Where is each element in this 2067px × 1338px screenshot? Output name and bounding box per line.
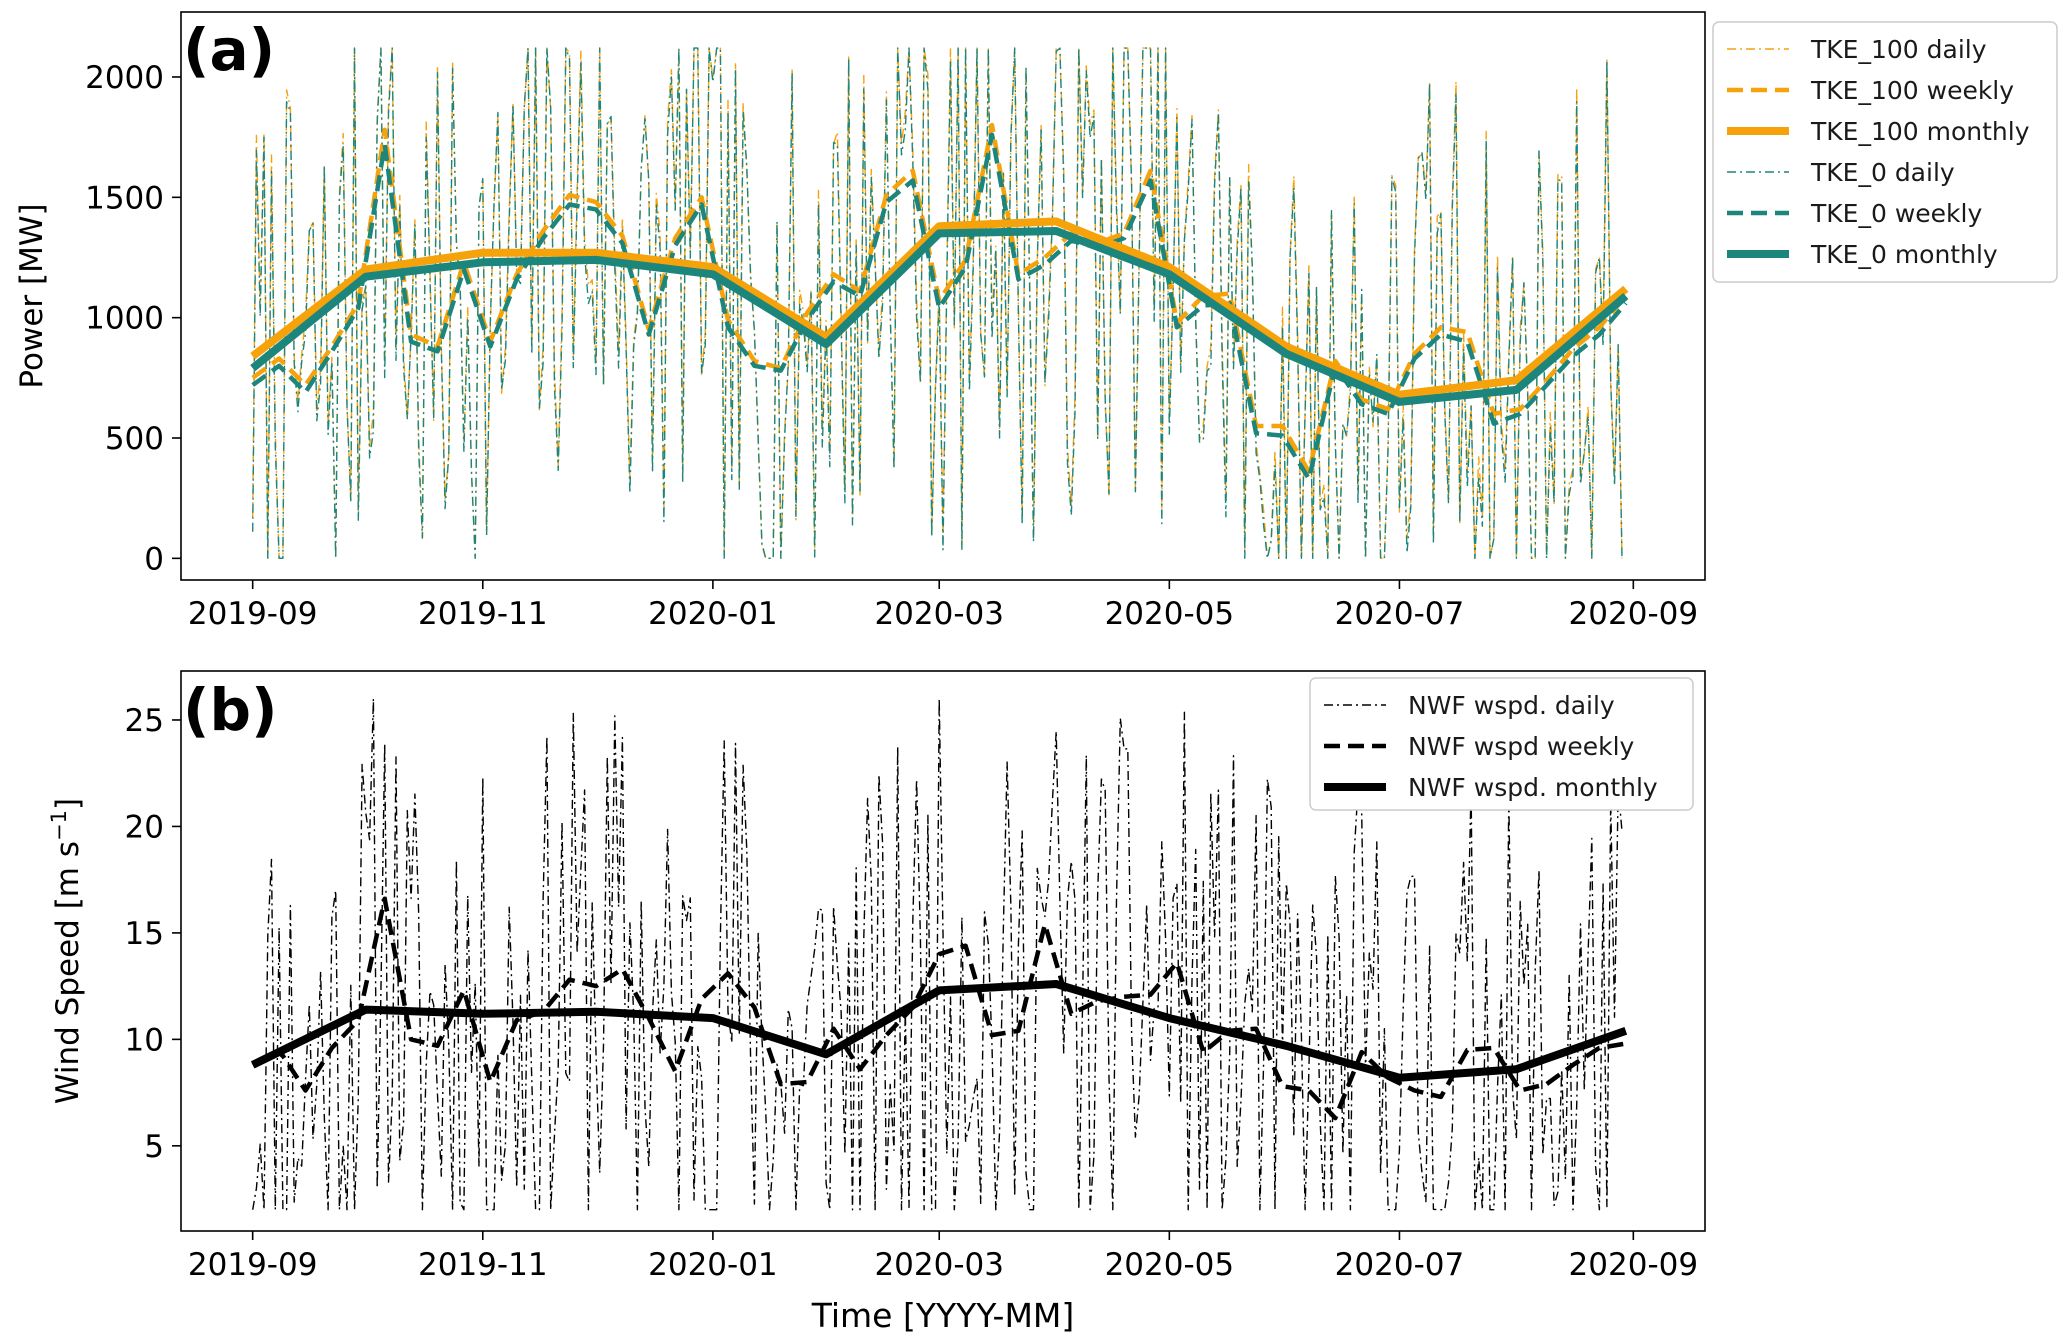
legend-label: TKE_0 monthly: [1810, 240, 1998, 269]
panel-a-power-chart: 2019-09 2019-11 2020-01 2020-03 2020-05 2020-…: [14, 11, 2058, 632]
y-axis-label-superscript: −1: [47, 810, 71, 841]
y-axis-label: Power [MW]: [14, 203, 50, 388]
legend-box: [1712, 21, 2058, 283]
panel-b-wind-speed-chart: 2019-09 2019-11 2020-01 2020-03 2020-05 2020-…: [47, 670, 1706, 1335]
y-tick-label: 0: [144, 541, 164, 577]
legend: TKE_100 daily TKE_100 weekly TKE_100 month…: [1712, 21, 2058, 283]
legend-label: TKE_100 monthly: [1810, 117, 2030, 146]
x-tick-label: 2020-09: [1569, 596, 1699, 632]
y-tick-label: 25: [125, 703, 164, 739]
x-tick-label: 2019-11: [418, 1247, 548, 1283]
x-tick-label: 2019-09: [188, 596, 318, 632]
y-tick-label: 1000: [85, 301, 164, 337]
series-tke-100-monthly: [250, 217, 1629, 399]
x-tick-label: 2020-07: [1335, 596, 1465, 632]
y-axis-label: Wind Speed [m s−1]: [47, 798, 86, 1104]
panel-label: (b): [183, 676, 278, 744]
x-tick-label: 2019-09: [188, 1247, 318, 1283]
y-tick-label: 1500: [85, 180, 164, 216]
legend-label: NWF wspd. monthly: [1408, 773, 1658, 802]
x-tick-label: 2020-09: [1569, 1247, 1699, 1283]
y-tick-label: 500: [105, 421, 164, 457]
legend-box: [1309, 677, 1694, 811]
x-tick-label: 2020-01: [648, 596, 778, 632]
legend-label: NWF wspd. daily: [1408, 691, 1615, 720]
x-tick-label: 2020-03: [874, 1247, 1004, 1283]
x-tick-label: 2020-05: [1105, 596, 1235, 632]
y-tick-label: 15: [125, 916, 164, 952]
series-tke-0-monthly: [250, 227, 1629, 406]
series-tke-0-daily: [252, 47, 1623, 559]
legend: NWF wspd. daily NWF wspd weekly NWF wspd. …: [1309, 677, 1694, 811]
y-axis-label-end: ]: [50, 798, 86, 810]
series-group: [250, 698, 1628, 1211]
x-tick-label: 2019-11: [418, 596, 548, 632]
x-axis-label: Time [YYYY-MM]: [811, 1296, 1075, 1335]
series-nwf-wspd-monthly: [250, 980, 1628, 1082]
y-tick-label: 2000: [85, 60, 164, 96]
y-tick-label: 10: [125, 1022, 164, 1058]
x-tick-label: 2020-05: [1105, 1247, 1235, 1283]
series-group: [250, 47, 1629, 559]
legend-label: TKE_0 weekly: [1810, 199, 1982, 228]
y-tick-label: 5: [144, 1129, 164, 1165]
legend-label: TKE_0 daily: [1810, 158, 1955, 187]
x-tick-label: 2020-03: [874, 596, 1004, 632]
panel-label: (a): [183, 16, 275, 84]
plot-frame: [180, 670, 1706, 1232]
legend-label: TKE_100 weekly: [1810, 76, 2014, 105]
plot-frame: [180, 11, 1706, 581]
legend-label: TKE_100 daily: [1810, 35, 1987, 64]
series-nwf-wspd-weekly: [251, 896, 1627, 1121]
y-tick-label: 20: [125, 809, 164, 845]
x-tick-label: 2020-07: [1335, 1247, 1465, 1283]
legend-label: NWF wspd weekly: [1408, 732, 1635, 761]
x-tick-label: 2020-01: [648, 1247, 778, 1283]
